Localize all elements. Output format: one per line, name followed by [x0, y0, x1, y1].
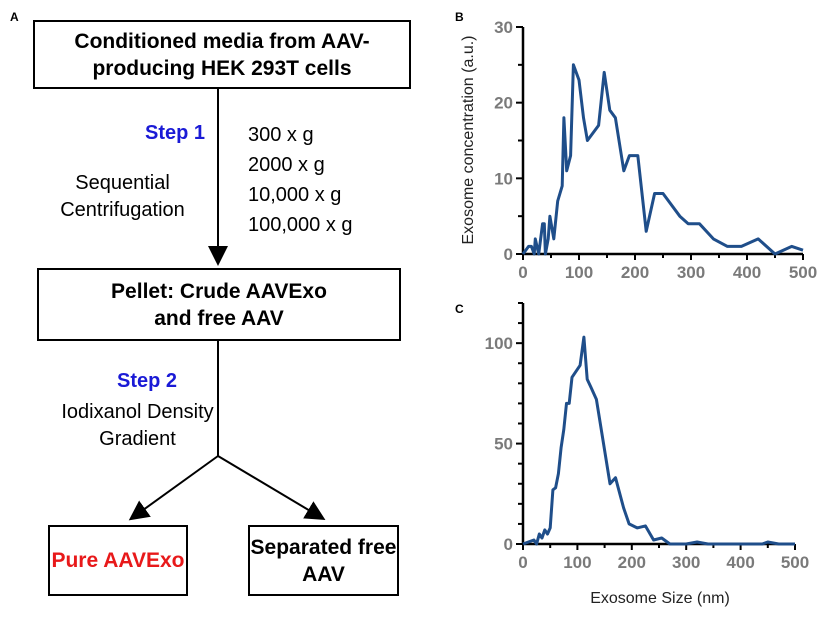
flow-arrows [128, 88, 326, 521]
box-free-aav: Separated free AAV [248, 525, 399, 596]
chart-c-y-tick-label: 0 [504, 535, 513, 554]
chart-c-x-tick-label: 300 [672, 553, 700, 572]
box-pure-aavexo: Pure AAVExo [48, 525, 188, 596]
chart-b-y-tick-label: 0 [504, 245, 513, 264]
step2-description: Iodixanol Density Gradient [61, 401, 214, 450]
chart-b-x-tick-label: 100 [565, 263, 593, 282]
centrifugation-item: 100,000 x g [248, 214, 353, 236]
chart-c-xlabel: Exosome Size (nm) [590, 590, 730, 607]
chart-b-y-tick-label: 20 [494, 94, 513, 113]
step1-description: Sequential Centrifugation [60, 172, 185, 221]
chart-c-x-tick-label: 200 [618, 553, 646, 572]
arrow-to-free [217, 455, 326, 521]
chart-b-x-tick-label: 400 [733, 263, 761, 282]
centrifugation-list: 300 x g 2000 x g 10,000 x g 100,000 x g [248, 120, 418, 240]
chart-b-x-tick-label: 300 [677, 263, 705, 282]
step2-label: Step 2 [117, 370, 178, 392]
chart-b-x-tick-label: 200 [621, 263, 649, 282]
step1-label: Step 1 [145, 122, 206, 144]
arrow-to-pure [128, 455, 219, 521]
panel-label-b: B [455, 10, 464, 24]
chart-c-y-tick-label: 50 [494, 435, 513, 454]
chart-b-x-tick-label: 500 [789, 263, 817, 282]
chart-c-y-tick-label: 100 [485, 334, 513, 353]
centrifugation-item: 10,000 x g [248, 184, 342, 206]
box-conditioned-media: Conditioned media from AAV-producing HEK… [33, 20, 411, 89]
centrifugation-item: 300 x g [248, 124, 314, 146]
chart-b-y-tick-label: 10 [494, 169, 513, 188]
chart-b-x-tick-label: 0 [518, 263, 527, 282]
chart-c-x-tick-label: 0 [518, 553, 527, 572]
chart-c-x-tick-label: 500 [781, 553, 809, 572]
chart-c-x-tick-label: 100 [563, 553, 591, 572]
chart-c-x-tick-label: 400 [726, 553, 754, 572]
chart-b-y-tick-label: 30 [494, 18, 513, 37]
chart-b-series-line [521, 63, 804, 256]
panel-label-c: C [455, 302, 464, 316]
chart-c-series-line [522, 335, 795, 546]
box-pellet: Pellet: Crude AAVExo and free AAV [37, 268, 401, 341]
centrifugation-item: 2000 x g [248, 154, 325, 176]
chart-b-ylabel: Exosome concentration (a.u.) [460, 36, 477, 245]
panel-label-a: A [10, 10, 19, 24]
charts: Exosome concentration (a.u.) Exosome Siz… [460, 18, 817, 607]
